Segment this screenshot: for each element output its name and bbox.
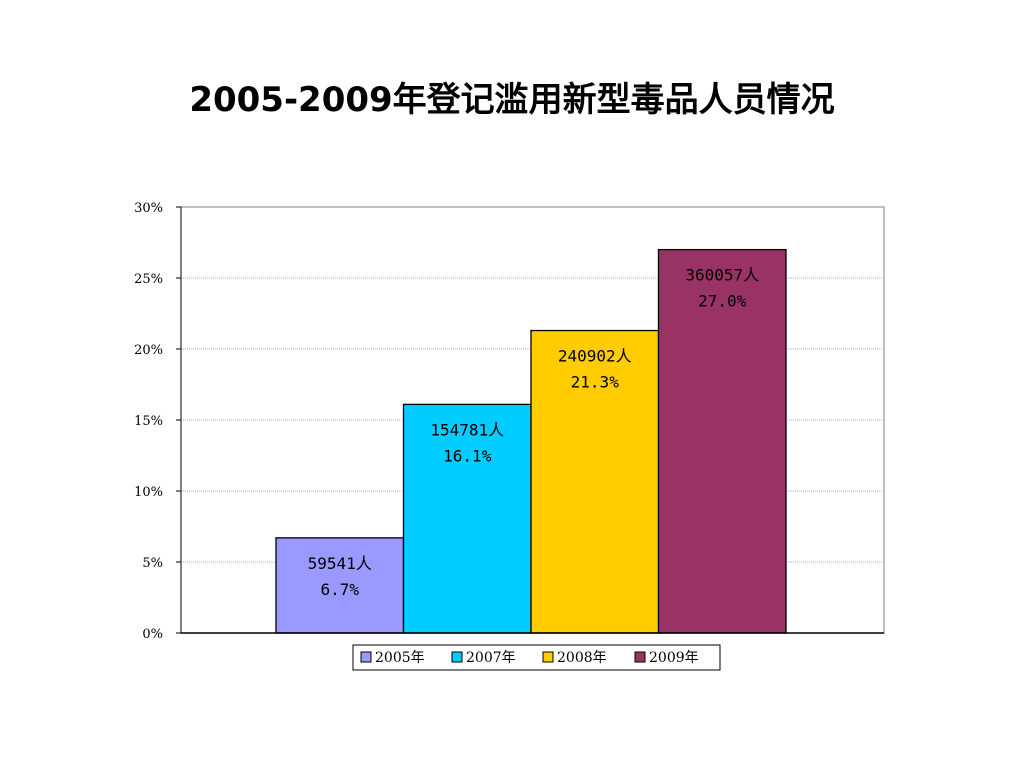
y-tick-label: 20% xyxy=(134,343,163,358)
bar xyxy=(275,537,405,634)
bar-value-label: 16.1% xyxy=(443,446,492,465)
legend xyxy=(352,644,721,671)
y-tick-label: 15% xyxy=(134,414,163,429)
bar-count-label: 240902人 xyxy=(558,347,632,366)
bar-count-label: 360057人 xyxy=(685,266,759,285)
legend-label: 2005年 xyxy=(375,650,425,666)
bar-count-label: 154781人 xyxy=(430,420,504,439)
bar xyxy=(402,403,532,634)
y-tick-label: 30% xyxy=(134,201,163,216)
bar-count-label: 59541人 xyxy=(308,554,372,573)
legend-swatch xyxy=(360,651,372,663)
y-tick-label: 25% xyxy=(134,272,163,287)
legend-swatch xyxy=(451,651,463,663)
legend-swatch xyxy=(542,651,554,663)
chart-title: 2005-2009年登记滥用新型毒品人员情况 xyxy=(189,80,835,120)
y-tick-label: 5% xyxy=(142,556,163,571)
bar xyxy=(530,329,660,634)
bar xyxy=(657,248,787,634)
y-tick-label: 10% xyxy=(134,485,163,500)
bar-value-label: 21.3% xyxy=(571,373,620,392)
bar-value-label: 27.0% xyxy=(698,292,747,311)
y-tick-label: 0% xyxy=(142,627,163,642)
legend-swatch xyxy=(634,651,646,663)
bar-value-label: 6.7% xyxy=(320,580,359,599)
legend-label: 2009年 xyxy=(649,650,699,666)
legend-label: 2008年 xyxy=(557,650,607,666)
legend-label: 2007年 xyxy=(466,650,516,666)
